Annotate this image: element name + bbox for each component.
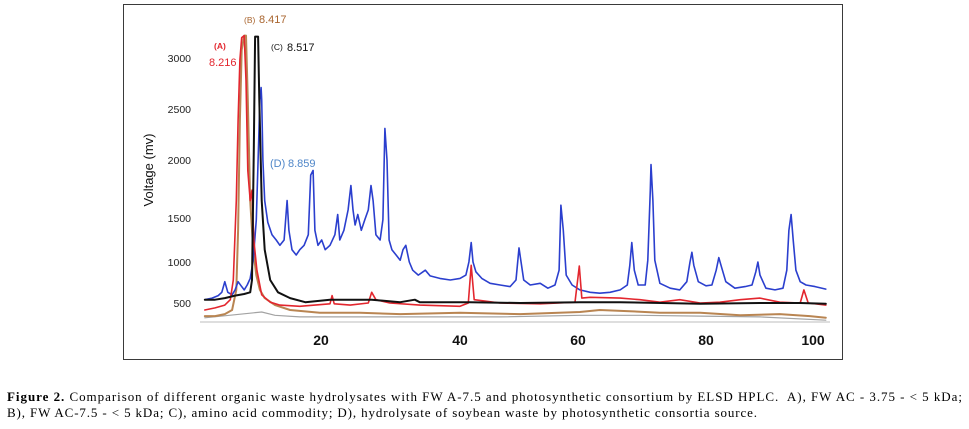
peak-series-tag-b: (B) bbox=[244, 15, 256, 25]
peak-series-tag-d: (D) bbox=[270, 158, 285, 170]
series-line-a bbox=[204, 34, 827, 311]
y-tick-label: 3000 bbox=[168, 53, 192, 65]
peak-retention-label-d: 8.859 bbox=[288, 158, 316, 170]
y-axis-title: Voltage (mv) bbox=[141, 134, 156, 207]
peak-retention-label-b: 8.417 bbox=[259, 14, 287, 26]
peak-retention-label-a: 8.216 bbox=[209, 57, 237, 69]
x-tick-labels: 20 40 60 80 100 bbox=[313, 332, 825, 348]
peak-retention-label-c: 8.517 bbox=[287, 42, 315, 54]
x-tick-label: 40 bbox=[452, 332, 468, 348]
figure-caption-text-1: Comparison of different organic waste hy… bbox=[65, 389, 962, 404]
x-tick-label: 80 bbox=[698, 332, 714, 348]
x-tick-label: 60 bbox=[570, 332, 586, 348]
figure-caption-line-2: B), FW AC-7.5 - < 5 kDa; C), amino acid … bbox=[7, 405, 757, 420]
peak-series-tag-c: (C) bbox=[271, 42, 283, 52]
series-line-c bbox=[203, 35, 827, 305]
figure-caption-line-1: Figure 2. Comparison of different organi… bbox=[7, 389, 962, 404]
x-tick-label: 20 bbox=[313, 332, 329, 348]
y-tick-label: 1500 bbox=[168, 213, 192, 225]
y-tick-label: 1000 bbox=[168, 257, 192, 269]
y-tick-labels: 500 1000 1500 2000 2500 3000 bbox=[168, 53, 192, 310]
figure-caption-label: Figure 2. bbox=[7, 389, 64, 404]
series-line-d bbox=[204, 86, 827, 301]
series-lines bbox=[203, 34, 827, 321]
y-tick-label: 500 bbox=[173, 298, 191, 310]
x-tick-label: 100 bbox=[801, 332, 825, 348]
peak-series-tag-a: (A) bbox=[214, 41, 226, 51]
peak-annotations: (B) 8.417 (D) 8.859 (A) 8.216 (C) 8.517 bbox=[209, 14, 316, 170]
series-line-unlabeled-0 bbox=[204, 311, 827, 321]
y-tick-label: 2500 bbox=[168, 104, 192, 116]
y-tick-label: 2000 bbox=[168, 155, 192, 167]
